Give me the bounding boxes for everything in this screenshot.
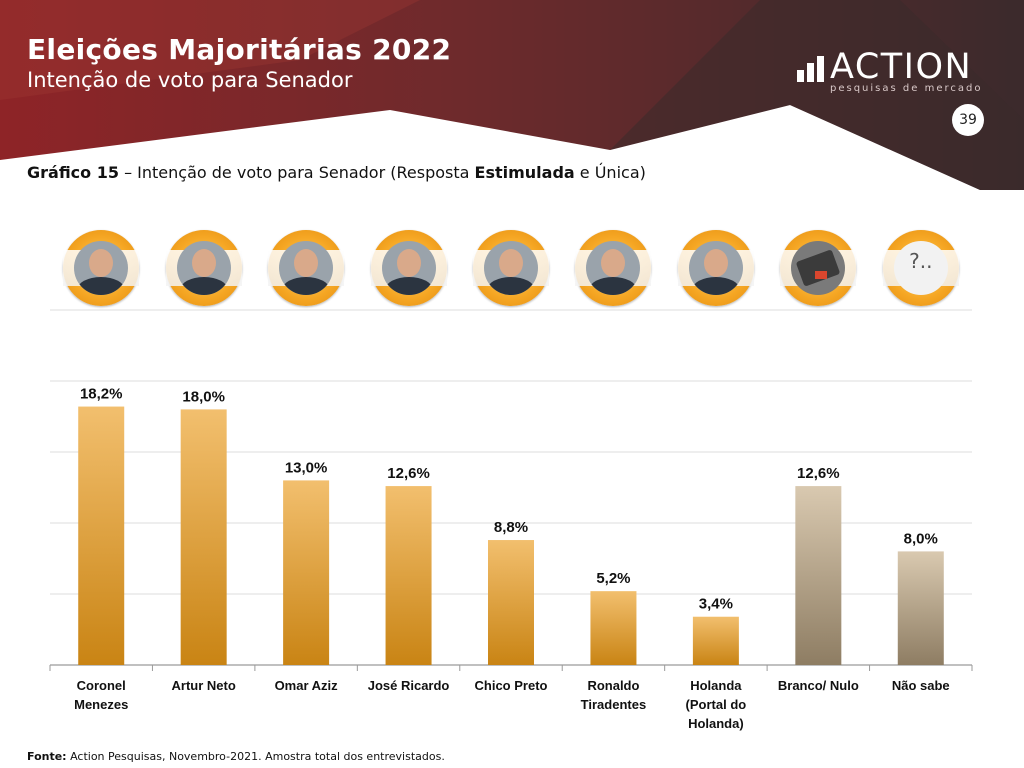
- category-label-line: José Ricardo: [367, 678, 450, 693]
- category-label-4: José Ricardo: [354, 676, 464, 695]
- value-labels: 18,2% 18,0% 13,0% 12,6% 8,8% 5,2% 3,4% 12,6% 8,0…: [80, 386, 938, 613]
- bar-4: [385, 486, 432, 665]
- caption-text-after: e Única): [574, 163, 646, 182]
- category-label-9: Não sabe: [866, 676, 976, 695]
- bar-2: [180, 409, 227, 665]
- value-label-9: 8,0%: [904, 530, 938, 547]
- source-note: Fonte: Action Pesquisas, Novembro-2021. …: [27, 750, 445, 763]
- logo-bars-icon: [797, 56, 827, 82]
- logo-word: ACTION: [830, 47, 973, 87]
- chart-caption: Gráfico 15 – Intenção de voto para Senad…: [27, 163, 646, 182]
- caption-label: Gráfico 15: [27, 163, 119, 182]
- bar-7: [692, 616, 739, 665]
- value-label-4: 12,6%: [387, 465, 430, 482]
- category-label-5: Chico Preto: [456, 676, 566, 695]
- bar-8: [795, 486, 842, 665]
- omar-aziz-photo: [268, 230, 345, 306]
- category-label-6: Ronaldo Tiradentes: [558, 676, 668, 714]
- category-label-line: Holanda): [688, 716, 744, 731]
- bar-6: [590, 591, 637, 665]
- artur-neto-photo: [165, 230, 242, 306]
- chico-preto-photo: [473, 230, 549, 306]
- category-label-line: Artur Neto: [171, 678, 236, 693]
- logo-tagline: pesquisas de mercado: [830, 83, 983, 94]
- value-label-5: 8,8%: [494, 519, 528, 536]
- coronel-menezes-photo: [63, 230, 140, 306]
- value-label-8: 12,6%: [797, 465, 840, 482]
- category-label-line: Menezes: [74, 697, 129, 712]
- bar-3: [283, 480, 330, 665]
- page-number-badge: 39: [952, 104, 984, 136]
- holanda-photo: [677, 230, 754, 306]
- category-label-line: Ronaldo: [587, 678, 640, 693]
- bar-1: [78, 406, 125, 665]
- bar-5: [488, 540, 534, 665]
- value-label-7: 3,4%: [699, 596, 733, 613]
- nao-sabe-icon: ?..: [882, 230, 959, 306]
- branco-nulo-icon: [780, 230, 857, 306]
- source-text: Action Pesquisas, Novembro-2021. Amostra…: [66, 750, 445, 763]
- source-label: Fonte:: [27, 750, 67, 763]
- category-label-1: Coronel Menezes: [46, 676, 156, 714]
- value-label-3: 13,0%: [285, 459, 328, 476]
- category-label-2: Artur Neto: [149, 676, 259, 695]
- header-banner: Eleições Majoritárias 2022 Intenção de v…: [0, 0, 1024, 200]
- category-label-line: Omar Aziz: [274, 678, 338, 693]
- category-label-line: Coronel: [76, 678, 126, 693]
- category-label-line: Tiradentes: [580, 697, 647, 712]
- jose-ricardo-photo: [370, 230, 447, 306]
- header-background: [0, 0, 1024, 190]
- bars: [78, 406, 944, 665]
- caption-text-before: – Intenção de voto para Senador (Respost…: [119, 163, 475, 182]
- category-label-line: Chico Preto: [474, 678, 548, 693]
- caption-bold-word: Estimulada: [474, 163, 575, 182]
- category-label-line: Branco/ Nulo: [777, 678, 859, 693]
- action-logo: ACTION pesquisas de mercado: [797, 47, 997, 100]
- category-label-3: Omar Aziz: [251, 676, 361, 695]
- category-label-line: Não sabe: [891, 678, 950, 693]
- page-title: Eleições Majoritárias 2022: [27, 33, 452, 66]
- value-label-6: 5,2%: [596, 570, 630, 587]
- ronaldo-tiradentes-photo: [575, 230, 652, 306]
- page-subtitle: Intenção de voto para Senador: [27, 68, 353, 92]
- value-label-1: 18,2%: [80, 386, 123, 403]
- category-label-line: Holanda: [690, 678, 742, 693]
- value-label-2: 18,0%: [182, 388, 225, 405]
- bar-9: [897, 551, 944, 665]
- category-label-7: Holanda (Portal do Holanda): [661, 676, 771, 733]
- category-label-8: Branco/ Nulo: [763, 676, 873, 695]
- category-label-line: (Portal do: [685, 697, 747, 712]
